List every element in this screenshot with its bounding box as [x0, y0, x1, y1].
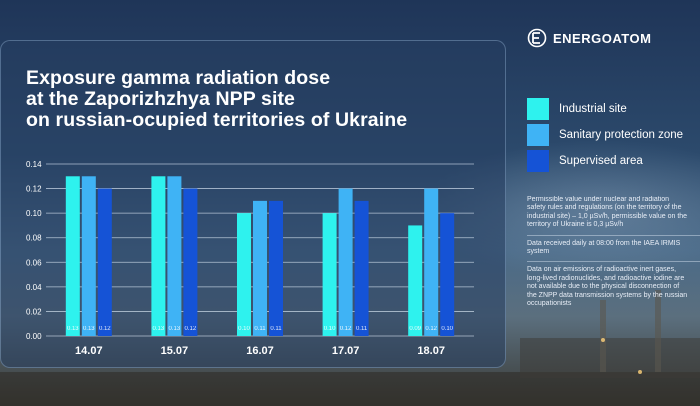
x-tick-label: 17.07 [332, 345, 360, 357]
note-line: system [527, 248, 550, 256]
y-tick-label: 0.10 [26, 209, 42, 218]
notes-block: Permissible value under nuclear and radi… [527, 196, 700, 308]
note-emissions: Data on air emissions of radioactive ine… [527, 266, 700, 308]
x-tick-label: 14.07 [75, 345, 103, 357]
data-label: 0.13 [83, 326, 95, 332]
y-tick-label: 0.04 [26, 283, 42, 292]
data-label: 0.11 [270, 326, 282, 332]
data-label: 0.12 [99, 326, 111, 332]
x-tick-label: 18.07 [417, 345, 445, 357]
note-line: industrial site) – 1,0 µSv/h, permissibl… [527, 212, 688, 220]
note-line: Data on air emissions of radioactive ine… [527, 266, 677, 274]
x-tick-label: 15.07 [161, 345, 189, 357]
bar [269, 200, 283, 336]
bar [253, 200, 267, 336]
note-data-source: Data received daily at 08:00 from the IA… [527, 240, 700, 257]
brand-name: ENERGOATOM [553, 30, 652, 46]
data-label: 0.13 [153, 326, 165, 332]
legend-item-industrial-site: Industrial site [527, 97, 683, 121]
note-line: not available due to the physical discon… [527, 283, 680, 291]
note-line: occupationists [527, 300, 572, 308]
bar [81, 176, 96, 336]
y-tick-label: 0.08 [26, 234, 42, 243]
divider [527, 261, 700, 263]
legend-swatch [527, 124, 549, 146]
chart-title: Exposure gamma radiation dose at the Zap… [26, 68, 466, 131]
data-label: 0.12 [425, 326, 437, 332]
bar [440, 213, 455, 336]
bar [338, 188, 353, 336]
bar-chart: 0.00 0.02 0.04 0.06 0.08 0.10 0.12 0.14 0.13 0.13… [26, 160, 474, 357]
note-line: Data received daily at 08:00 from the IA… [527, 239, 681, 247]
data-label: 0.10 [324, 326, 336, 332]
legend-label: Industrial site [559, 103, 627, 115]
note-line: long-lived radionuclides, and radioactiv… [527, 274, 685, 282]
x-tick-label: 16.07 [246, 345, 274, 357]
legend-label: Sanitary protection zone [559, 129, 684, 141]
bar [322, 213, 337, 336]
title-line-1: Exposure gamma radiation dose [26, 67, 331, 89]
note-line: Permissible value under nuclear and radi… [527, 196, 670, 203]
bar [237, 213, 251, 336]
data-label: 0.09 [409, 326, 421, 332]
note-permissible-value: Permissible value under nuclear and radi… [527, 196, 700, 230]
data-label: 0.10 [238, 326, 250, 332]
note-line: the ZNPP data transmission systems by th… [527, 291, 688, 299]
data-label: 0.11 [356, 326, 368, 332]
data-label: 0.13 [67, 326, 79, 332]
data-label: 0.12 [340, 326, 352, 332]
y-tick-label: 0.02 [26, 307, 42, 316]
bar [183, 188, 198, 336]
legend-swatch [527, 150, 549, 172]
bar [151, 176, 166, 336]
energoatom-logo-icon [527, 28, 547, 48]
data-label: 0.10 [441, 326, 453, 332]
legend-label: Supervised area [559, 155, 643, 167]
divider [527, 234, 700, 236]
legend-item-sanitary-zone: Sanitary protection zone [527, 123, 683, 147]
note-line: territory of Ukraine is 0,3 µSv/h [527, 221, 624, 229]
y-tick-label: 0.14 [26, 160, 42, 169]
title-line-2: at the Zaporizhzhya NPP site [26, 88, 296, 110]
bar [65, 176, 80, 336]
y-tick-label: 0.12 [26, 185, 42, 194]
data-label: 0.13 [169, 326, 181, 332]
brand-logo: ENERGOATOM [527, 28, 651, 48]
bar [97, 188, 112, 336]
data-label: 0.11 [254, 326, 266, 332]
legend-item-supervised-area: Supervised area [527, 149, 683, 173]
legend-swatch [527, 98, 549, 120]
data-label: 0.12 [185, 326, 197, 332]
bar [167, 176, 182, 336]
title-line-3: on russian-ocupied territories of Ukrain… [26, 109, 408, 131]
y-tick-label: 0.00 [26, 332, 42, 341]
bar [408, 225, 423, 336]
chart-legend: Industrial site Sanitary protection zone… [527, 97, 683, 175]
y-tick-label: 0.06 [26, 258, 42, 267]
bar [354, 200, 369, 336]
note-line: safety rules and regulations (on the ter… [527, 204, 682, 212]
bar [424, 188, 439, 336]
